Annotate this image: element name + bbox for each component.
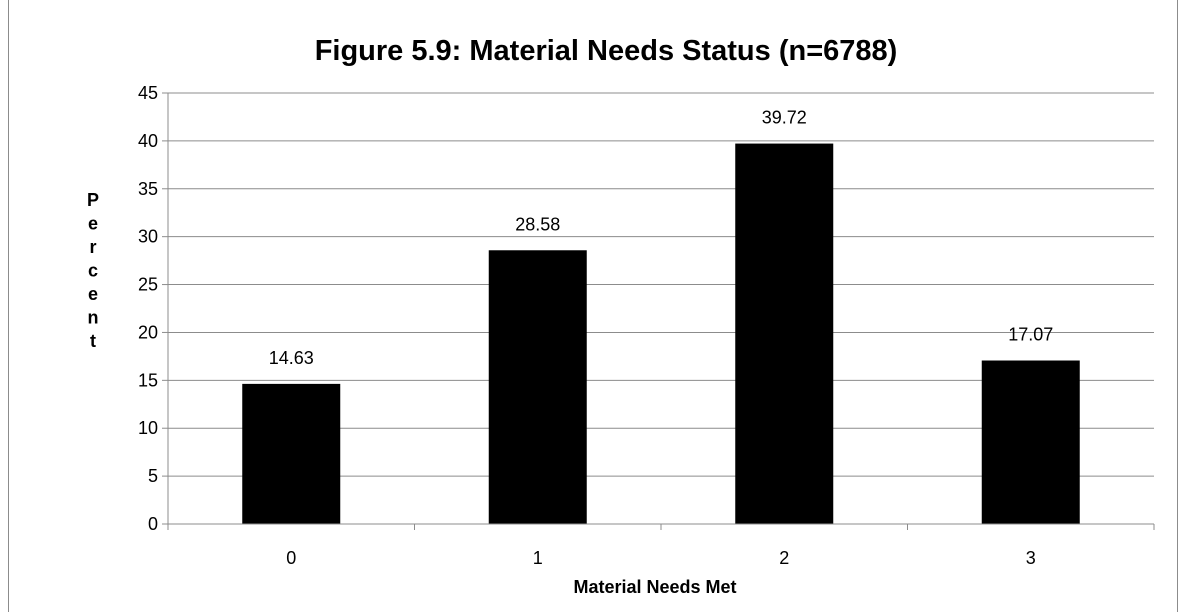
data-label: 17.07 — [1008, 325, 1053, 345]
x-tick-label: 1 — [533, 548, 543, 568]
y-axis-title-letter: e — [88, 284, 98, 304]
y-tick-label: 45 — [138, 83, 158, 103]
y-tick-label: 30 — [138, 227, 158, 247]
chart-title: Figure 5.9: Material Needs Status (n=678… — [315, 35, 898, 67]
y-axis-title-letter: P — [87, 190, 99, 210]
y-tick-label: 40 — [138, 131, 158, 151]
y-tick-label: 10 — [138, 418, 158, 438]
y-tick-labels: 0 5 10 15 20 25 30 35 40 45 — [138, 83, 158, 534]
x-tick-label: 3 — [1026, 548, 1036, 568]
bar — [242, 383, 341, 524]
y-axis-title-letter: r — [89, 237, 96, 257]
y-tick-label: 5 — [148, 466, 158, 486]
y-axis-title-letter: n — [88, 308, 99, 328]
y-tick-label: 15 — [138, 370, 158, 390]
y-tick-label: 25 — [138, 275, 158, 295]
data-label: 28.58 — [515, 214, 560, 234]
data-label: 14.63 — [269, 348, 314, 368]
y-tick-label: 20 — [138, 322, 158, 342]
y-axis-title-letter: t — [90, 331, 96, 351]
axes — [162, 92, 1155, 530]
y-axis-title-letter: c — [88, 261, 98, 281]
bar — [488, 250, 587, 525]
data-label: 39.72 — [762, 108, 807, 128]
data-labels: 14.63 28.58 39.72 17.07 — [269, 108, 1054, 368]
x-tick-label: 2 — [779, 548, 789, 568]
bar — [981, 360, 1080, 524]
x-tick-labels: 0 1 2 3 — [286, 548, 1036, 568]
x-axis-title: Material Needs Met — [573, 577, 736, 597]
y-axis-title-letter: e — [88, 214, 98, 234]
y-tick-label: 0 — [148, 514, 158, 534]
gridlines — [168, 92, 1154, 477]
bars — [242, 143, 1080, 525]
chart-frame — [8, 0, 1178, 612]
bar — [735, 143, 834, 524]
x-tick-label: 0 — [286, 548, 296, 568]
y-tick-label: 35 — [138, 179, 158, 199]
